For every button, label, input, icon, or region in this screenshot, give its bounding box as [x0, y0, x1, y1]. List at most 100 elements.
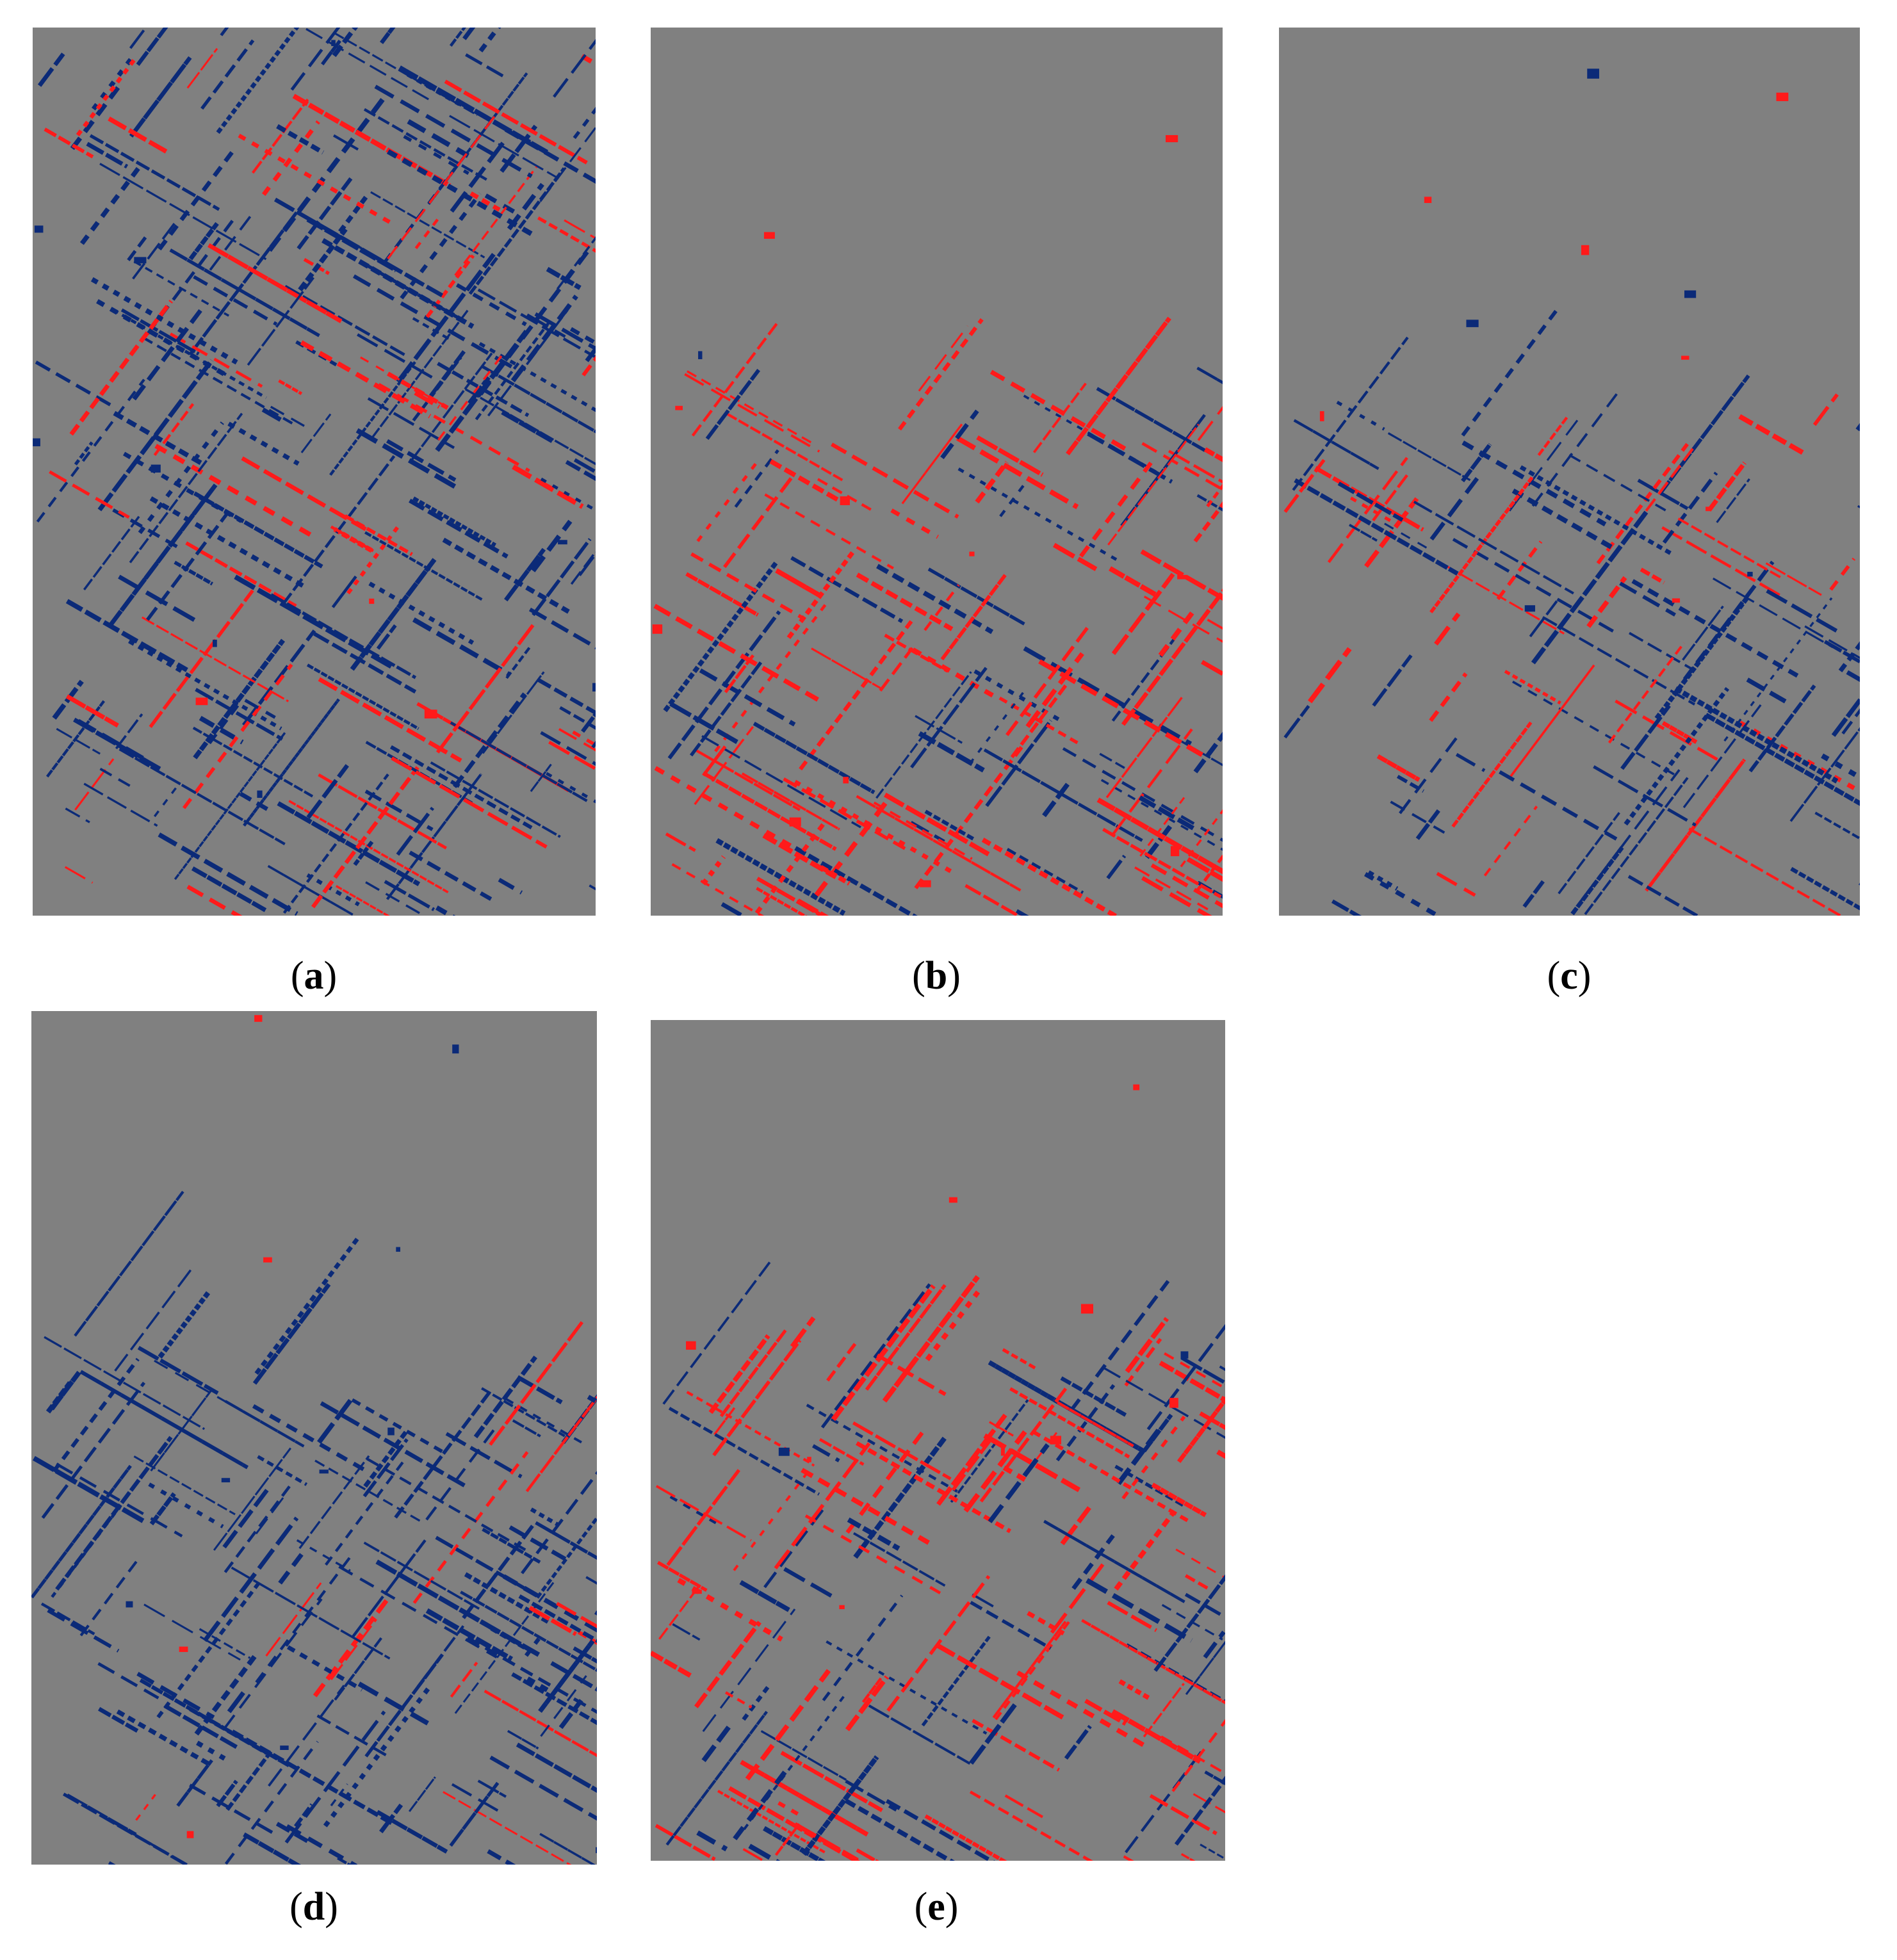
boundary-line: [313, 632, 417, 694]
boundary-line: [539, 126, 596, 202]
boundary-line: [817, 478, 872, 511]
boundary-line: [708, 1334, 770, 1414]
change-blob: [151, 464, 161, 473]
boundary-line: [484, 193, 519, 216]
boundary-line: [1537, 416, 1568, 457]
boundary-line: [970, 1601, 1052, 1650]
change-blob: [698, 351, 703, 359]
boundary-line: [804, 1514, 943, 1596]
boundary-line: [1713, 578, 1834, 649]
boundary-line: [1364, 497, 1419, 568]
boundary-line: [410, 352, 493, 462]
boundary-line: [330, 1783, 348, 1807]
boundary-line: [898, 318, 984, 431]
boundary-line: [137, 1346, 219, 1395]
boundary-line: [185, 541, 297, 608]
boundary-line: [1349, 496, 1394, 524]
boundary-line: [216, 28, 300, 134]
boundary-line: [1064, 1724, 1092, 1760]
boundary-line: [886, 1575, 991, 1712]
boundary-line: [1512, 680, 1675, 775]
change-blob: [452, 1044, 459, 1054]
boundary-line: [357, 1681, 429, 1726]
boundary-line: [1143, 1683, 1185, 1738]
boundary-line: [1593, 765, 1697, 827]
boundary-line: [333, 527, 373, 553]
boundary-line: [77, 718, 151, 764]
boundary-line: [31, 1464, 132, 1599]
boundary-line: [1168, 450, 1223, 484]
boundary-line: [1009, 1387, 1130, 1459]
map-panel: [31, 1011, 597, 1865]
boundary-line: [1654, 595, 1750, 720]
boundary-line: [278, 379, 303, 396]
boundary-line: [565, 460, 596, 482]
boundary-line: [1387, 432, 1471, 482]
boundary-line: [753, 722, 875, 795]
boundary-line: [430, 761, 561, 838]
boundary-line: [318, 677, 462, 763]
boundary-line: [1483, 806, 1538, 877]
boundary-line: [153, 784, 179, 818]
boundary-line: [1071, 1534, 1115, 1591]
boundary-line: [65, 599, 188, 672]
boundary-line: [989, 369, 1133, 455]
boundary-line: [76, 57, 137, 136]
boundary-line: [261, 120, 320, 196]
boundary-line: [225, 1750, 273, 1811]
boundary-line: [760, 1730, 847, 1781]
boundary-line: [489, 1755, 597, 1821]
boundary-line: [1586, 576, 1627, 628]
boundary-line: [1111, 572, 1175, 655]
boundary-line: [1193, 1793, 1225, 1813]
boundary-line: [535, 1521, 597, 1560]
boundary-line: [538, 1639, 595, 1713]
boundary-line: [154, 444, 314, 538]
boundary-line: [983, 1433, 1081, 1493]
boundary-line: [537, 216, 596, 253]
boundary-line: [267, 864, 354, 916]
boundary-line: [764, 493, 894, 570]
change-blob: [134, 257, 147, 264]
boundary-line: [822, 1594, 904, 1701]
boundary-line: [1413, 500, 1574, 595]
boundary-line: [449, 1781, 500, 1847]
boundary-line: [1200, 1843, 1225, 1860]
boundary-line: [701, 735, 861, 829]
boundary-line: [234, 574, 395, 670]
boundary-line: [989, 1421, 1014, 1437]
boundary-line: [113, 410, 206, 467]
boundary-line: [163, 1704, 241, 1751]
boundary-line: [1043, 1519, 1185, 1603]
boundary-line: [876, 563, 994, 635]
boundary-line: [1292, 336, 1409, 491]
boundary-line: [940, 409, 979, 460]
change-blob: [1170, 846, 1180, 857]
boundary-line: [1716, 478, 1750, 523]
boundary-line: [482, 365, 596, 433]
boundary-line: [976, 435, 1044, 477]
boundary-line: [112, 308, 267, 400]
boundary-line: [1461, 441, 1607, 527]
panel-marks: [652, 134, 1223, 916]
boundary-line: [1283, 704, 1310, 739]
change-blob: [789, 817, 801, 827]
boundary-line: [338, 195, 369, 233]
boundary-line: [460, 1591, 597, 1672]
boundary-line: [1461, 442, 1492, 483]
boundary-line: [374, 85, 533, 179]
boundary-line: [1661, 721, 1698, 744]
boundary-line: [1114, 1509, 1176, 1591]
boundary-line: [338, 1565, 498, 1659]
boundary-line: [1823, 640, 1860, 664]
boundary-line: [442, 537, 570, 614]
boundary-line: [193, 275, 278, 326]
boundary-line: [386, 149, 535, 238]
boundary-line: [921, 1635, 991, 1727]
boundary-line: [1060, 1506, 1091, 1546]
change-blob: [778, 1447, 790, 1456]
boundary-line: [573, 106, 596, 140]
boundary-line: [435, 905, 456, 916]
change-blob: [396, 1247, 400, 1252]
boundary-line: [414, 391, 441, 409]
